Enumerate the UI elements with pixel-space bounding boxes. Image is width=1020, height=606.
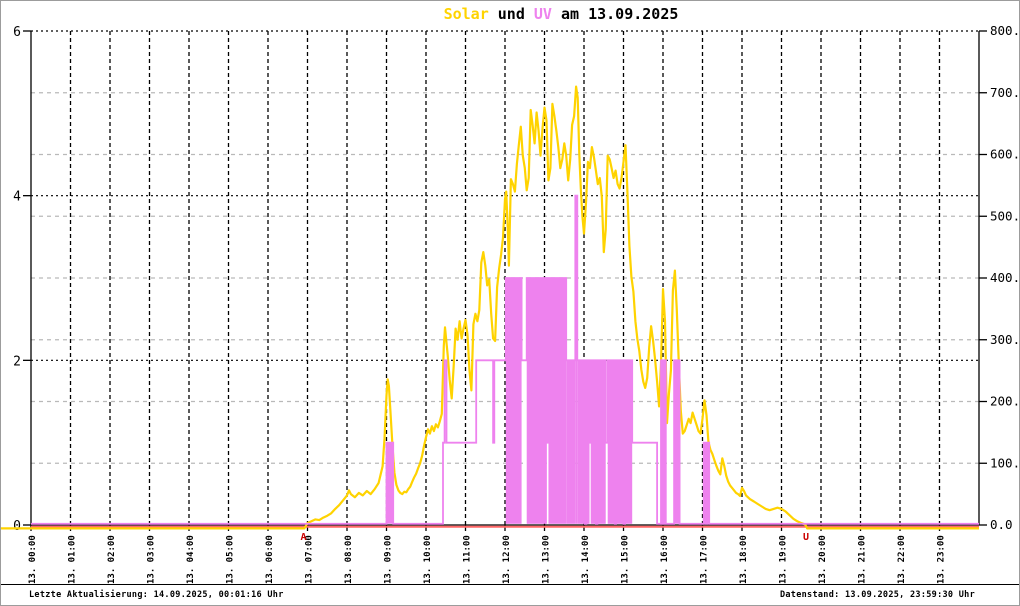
- uv-series-block: [577, 360, 585, 524]
- solar-series-line: [1, 85, 979, 530]
- left-axis-tick-label: 2: [13, 354, 21, 369]
- uv-series-block: [575, 195, 578, 524]
- plot-area: 0 2 4 6 0.0 100.0 200.0 300.0 400.0 500.0 600.0 700…: [1, 23, 1020, 584]
- right-axis-tick-label: 0.0: [990, 517, 1013, 532]
- left-axis-tick-label: 6: [13, 25, 21, 40]
- x-axis-tick-label: 13. 10:00: [423, 535, 433, 584]
- x-axis-tick-label: 13. 01:00: [68, 535, 78, 584]
- left-axis-tick-label: 0: [13, 519, 21, 534]
- right-axis-tick-label: 100.0: [990, 455, 1020, 470]
- title-und-label: und: [497, 5, 525, 23]
- uv-series-block: [586, 360, 590, 524]
- x-axis-tick-label: 13. 19:00: [779, 535, 789, 584]
- x-axis-tick-label: 13. 00:00: [28, 535, 38, 584]
- x-axis-tick-label: 13. 16:00: [660, 535, 670, 584]
- uv-series-block: [566, 360, 576, 524]
- x-axis-tick-label: 13. 03:00: [147, 535, 157, 584]
- sun-marker-A: A: [301, 532, 307, 543]
- x-axis-tick-label: 13. 20:00: [818, 535, 828, 584]
- x-axis-tick-label: 13. 21:00: [858, 535, 868, 584]
- uv-series-block: [548, 278, 567, 524]
- x-axis-tick-label: 13. 07:00: [305, 535, 315, 584]
- x-axis-tick-label: 13. 08:00: [344, 535, 354, 584]
- uv-series-block: [526, 278, 547, 524]
- x-axis-tick-label: 13. 22:00: [897, 535, 907, 584]
- right-axis-tick-label: 800.0: [990, 23, 1020, 38]
- x-axis-tick-label: 13. 17:00: [700, 535, 710, 584]
- x-axis-tick-label: 13. 09:00: [384, 535, 394, 584]
- title-solar-label: Solar: [443, 5, 489, 23]
- uv-series-block: [386, 442, 394, 524]
- uv-series-block: [590, 360, 596, 524]
- right-axis-tick-label: 600.0: [990, 147, 1020, 162]
- x-axis-tick-label: 13. 23:00: [937, 535, 947, 584]
- x-axis-tick-label: 13. 02:00: [107, 535, 117, 584]
- uv-series-line: [31, 194, 979, 525]
- x-axis-tick-label: 13. 12:00: [502, 535, 512, 584]
- uv-series-block: [703, 442, 706, 524]
- x-axis-tick-label: 13. 05:00: [226, 535, 236, 584]
- right-axis-tick-label: 400.0: [990, 270, 1020, 285]
- x-axis-tick-label: 13. 14:00: [581, 535, 591, 584]
- uv-series-block: [505, 278, 522, 524]
- title-uv-label: UV: [533, 5, 552, 23]
- right-axis-tick-label: 200.0: [990, 394, 1020, 409]
- x-axis-tick-label: 13. 15:00: [621, 535, 631, 584]
- uv-series-block: [607, 360, 615, 524]
- x-axis-tick-label: 13. 04:00: [186, 535, 196, 584]
- x-axis-tick-label: 13. 18:00: [739, 535, 749, 584]
- uv-series-block: [597, 360, 606, 524]
- uv-series-block: [674, 360, 680, 524]
- x-axis-tick-label: 13. 13:00: [542, 535, 552, 584]
- uv-series-block: [615, 360, 624, 524]
- right-axis-tick-label: 700.0: [990, 85, 1020, 100]
- last-update-text: Letzte Aktualisierung: 14.09.2025, 00:01…: [29, 590, 284, 600]
- chart-title: Solar und UV am 13.09.2025: [444, 5, 679, 23]
- left-axis-tick-label: 4: [13, 190, 21, 205]
- sun-marker-U: U: [803, 532, 809, 543]
- footer-bar: Letzte Aktualisierung: 14.09.2025, 00:01…: [1, 584, 1019, 605]
- uv-series-block: [707, 442, 710, 524]
- data-timestamp-text: Datenstand: 13.09.2025, 23:59:30 Uhr: [779, 590, 975, 600]
- right-axis-tick-label: 500.0: [990, 208, 1020, 223]
- x-axis-tick-label: 13. 06:00: [265, 535, 275, 584]
- x-axis-tick-label: 13. 11:00: [463, 535, 473, 584]
- uv-series-block: [625, 360, 633, 524]
- title-date-label: am 13.09.2025: [561, 5, 679, 23]
- right-axis-tick-label: 300.0: [990, 332, 1020, 347]
